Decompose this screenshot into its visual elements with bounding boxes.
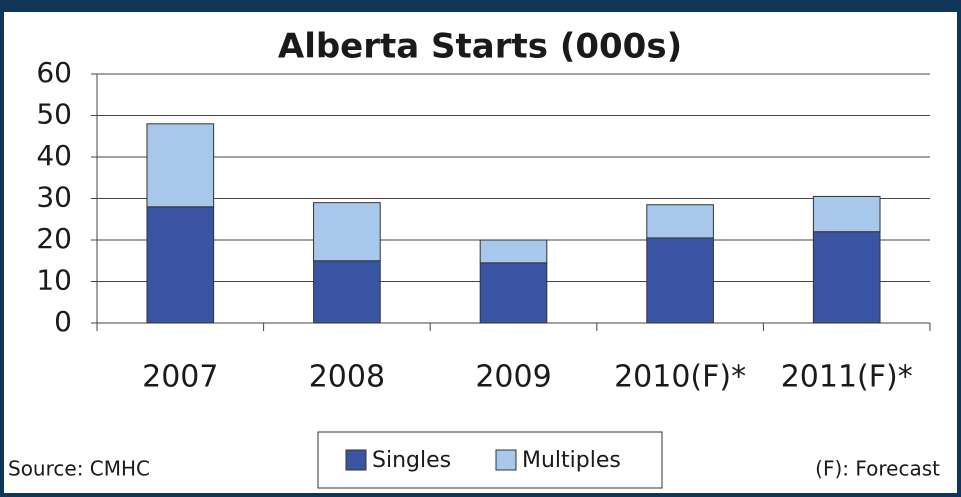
legend-swatch: [345, 449, 367, 471]
tab: [0, 0, 115, 12]
bar-segment: [313, 260, 381, 324]
y-tick-label: 50: [36, 98, 72, 131]
y-tick-label: 30: [36, 181, 72, 214]
bar-segment: [313, 202, 381, 262]
bar-segment: [812, 231, 881, 324]
legend-swatch: [495, 449, 517, 471]
legend-label: Multiples: [522, 448, 621, 473]
x-tick-label: 2007: [142, 360, 218, 395]
bar-segment: [812, 195, 881, 233]
bar-segment: [479, 239, 548, 264]
bar-segment: [146, 206, 215, 324]
y-tick-label: 60: [36, 56, 72, 89]
chart-title: Alberta Starts (000s): [278, 27, 682, 67]
note: (F): Forecast: [815, 457, 940, 481]
legend-box: [317, 431, 663, 489]
x-tick-label: 2011(F)*: [781, 360, 913, 395]
y-tick-label: 10: [36, 264, 72, 297]
bar-segment: [146, 123, 215, 208]
y-tick-label: 20: [36, 222, 72, 255]
bar-segment: [479, 262, 548, 324]
bar-segment: [646, 204, 714, 239]
y-tick-label: 40: [36, 139, 72, 172]
legend-label: Singles: [372, 448, 451, 473]
x-tick-label: 2008: [309, 360, 385, 395]
bar-segment: [646, 237, 714, 324]
y-tick-label: 0: [54, 305, 72, 338]
x-tick-label: 2010(F)*: [614, 360, 746, 395]
x-tick-label: 2009: [475, 360, 551, 395]
source: Source: CMHC: [8, 457, 150, 481]
